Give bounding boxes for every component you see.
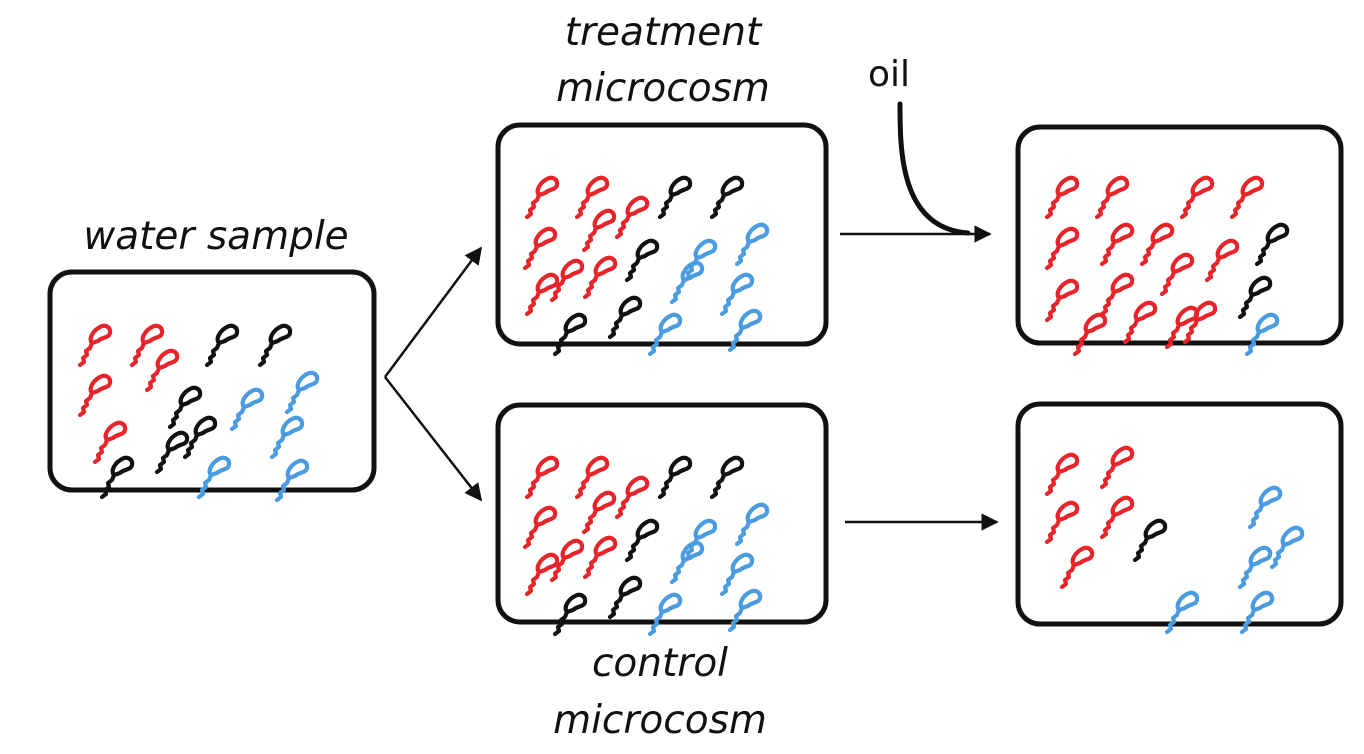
split-arrow-to-treatment (383, 246, 483, 378)
control-label-line1: control (592, 641, 728, 686)
oil-label: oil (868, 54, 910, 95)
treatment-label-line2: microcosm (556, 66, 770, 111)
treatment-label-line1: treatment (565, 10, 763, 55)
oil-addition-arrow (897, 101, 971, 236)
control-microcosm-box (495, 402, 829, 625)
split-arrow-to-control (384, 376, 483, 502)
control-after-box (1015, 401, 1344, 627)
treatment-microcosm-box (495, 122, 829, 347)
control-label-line2: microcosm (553, 698, 767, 743)
treatment-after-oil-box (1015, 124, 1344, 346)
water-sample-label: water sample (83, 214, 348, 259)
water-sample-box (47, 269, 377, 493)
